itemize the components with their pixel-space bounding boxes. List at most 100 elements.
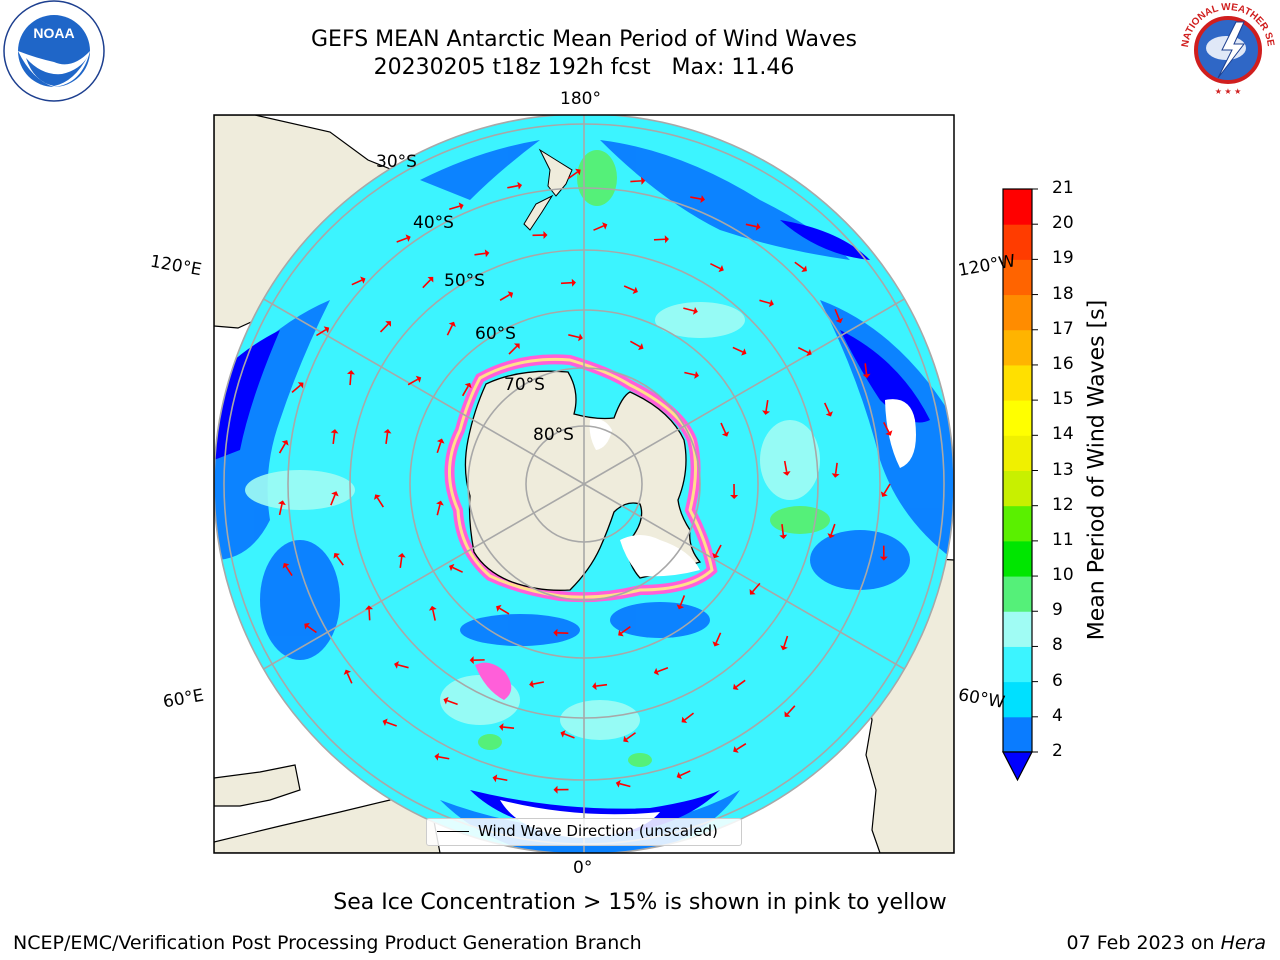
wind-arrow-head [780,645,788,651]
wind-arrow-head [496,604,502,612]
lon-label-0: 0° [573,858,593,878]
wind-arrow-head [733,683,739,691]
wind-arrow-shaft [368,609,371,621]
wind-arrow-head [464,382,472,389]
wind-arrow-shaft [499,294,511,301]
wind-arrow-shaft [379,323,389,333]
wind-arrow-head [507,291,514,299]
wind-arrow-head [623,735,629,743]
wind-arrow-head [436,500,444,506]
wind-arrow-shaft [407,378,419,386]
colorbar-tick-label: 6 [1052,670,1063,691]
wind-arrow-shaft [679,770,691,777]
wind-arrow-shaft [690,196,702,200]
wind-arrow-shaft [474,252,486,256]
wind-arrow-shaft [715,632,722,644]
colorbar-tick-label: 13 [1052,459,1074,480]
wind-arrow-head [434,752,440,761]
wind-arrow-shaft [715,544,722,556]
wind-arrow-head [618,629,624,637]
wind-arrow-head [718,264,724,273]
sea-ice-ring [444,354,718,700]
colorbar-tick-label: 12 [1052,494,1074,515]
colorbar-segment [1003,364,1032,401]
colorbar-segment [1003,435,1032,471]
wind-arrow-head [575,168,581,176]
wind-arrow-head [499,723,504,732]
colorbar-tick-label: 2 [1052,741,1063,761]
wind-arrow-shaft [399,556,403,569]
wind-arrow-head [331,491,339,497]
wind-arrow-head [543,231,548,240]
colorbar-tick-label: 19 [1052,248,1074,269]
wind-arrow-head [517,181,523,190]
colorbar-segment [1003,681,1032,718]
wind-arrow-shaft [626,732,636,740]
wind-arrow-shaft [461,385,469,397]
date-value: 07 Feb 2023 on [1066,932,1215,954]
wind-arrow-head [730,494,739,499]
wind-arrow-shaft [783,635,789,647]
noaa-logo-text: NOAA [33,25,74,41]
credit-text: NCEP/EMC/Verification Post Processing Pr… [13,932,642,954]
wind-arrow-head [383,429,392,434]
wind-arrow-shaft [752,582,761,593]
wind-arrow-head [282,563,290,569]
lon-label-180: 180° [560,89,601,109]
wind-arrow-shaft [619,782,631,788]
wind-arrow-head [615,779,621,788]
wind-arrow-shaft [508,345,518,355]
wind-arrow-head [712,641,720,647]
colorbar-under-arrow [1002,751,1033,782]
madagascar-land [214,764,301,807]
wind-arrow-shaft [291,384,301,394]
wind-arrow-shaft [332,432,336,445]
wind-arrow-shaft [736,743,747,751]
colorbar-tick-label: 16 [1052,353,1074,374]
wind-arrow-head [436,438,445,444]
wind-arrow-shaft [436,442,442,454]
wind-arrow-shaft [679,595,686,606]
wind-arrow-head [638,343,644,351]
wind-arrow-head [469,656,474,665]
wind-arrow-head [297,382,304,389]
wind-arrow-shaft [864,363,868,375]
wind-arrow-shaft [683,307,695,312]
wind-arrow-shaft [834,462,838,474]
map-frame [213,114,955,854]
colorbar-tick-label: 14 [1052,424,1074,445]
wind-arrow-head [553,628,558,637]
wind-arrow-shaft [349,374,352,386]
wind-arrow-head [676,604,685,610]
wind-arrow-head [768,299,774,308]
wind-arrow-shaft [593,225,604,231]
wind-arrow-head [374,494,381,500]
chart-subtitle: 20230205 t18z 192h fcst Max: 11.46 [373,55,795,80]
wind-arrow-shaft [623,285,635,292]
wind-arrow-head [779,534,788,540]
wind-arrow-head [448,321,456,328]
wind-arrow-shaft [285,565,293,577]
wind-arrow-shaft [336,555,344,566]
wind-arrow-head [712,552,720,559]
wind-arrow-shaft [781,524,785,536]
wind-arrow-shaft [278,504,283,516]
colorbar-segment [1003,576,1032,612]
wind-arrow-head [721,431,730,437]
machine-name: Hera [1220,932,1266,954]
wind-arrow-shaft [438,756,450,760]
wind-arrow-shaft [797,346,809,354]
wind-arrow-shaft [745,223,757,228]
nws-logo: NATIONAL WEATHER SERVICE ★ ★ ★ [1178,0,1276,98]
wind-arrow-shaft [834,308,841,320]
svg-text:★ ★ ★: ★ ★ ★ [1215,87,1242,96]
wind-arrow-head [385,321,392,327]
wind-arrow-head [681,716,688,724]
wind-arrow-shaft [351,279,363,286]
colorbar-tick-label: 11 [1052,529,1074,550]
wind-arrow-shaft [532,681,545,685]
wind-arrow-head [427,276,434,283]
wind-arrow-shaft [563,733,575,739]
wind-arrow-head [806,348,812,357]
wind-arrow-head [825,411,833,417]
